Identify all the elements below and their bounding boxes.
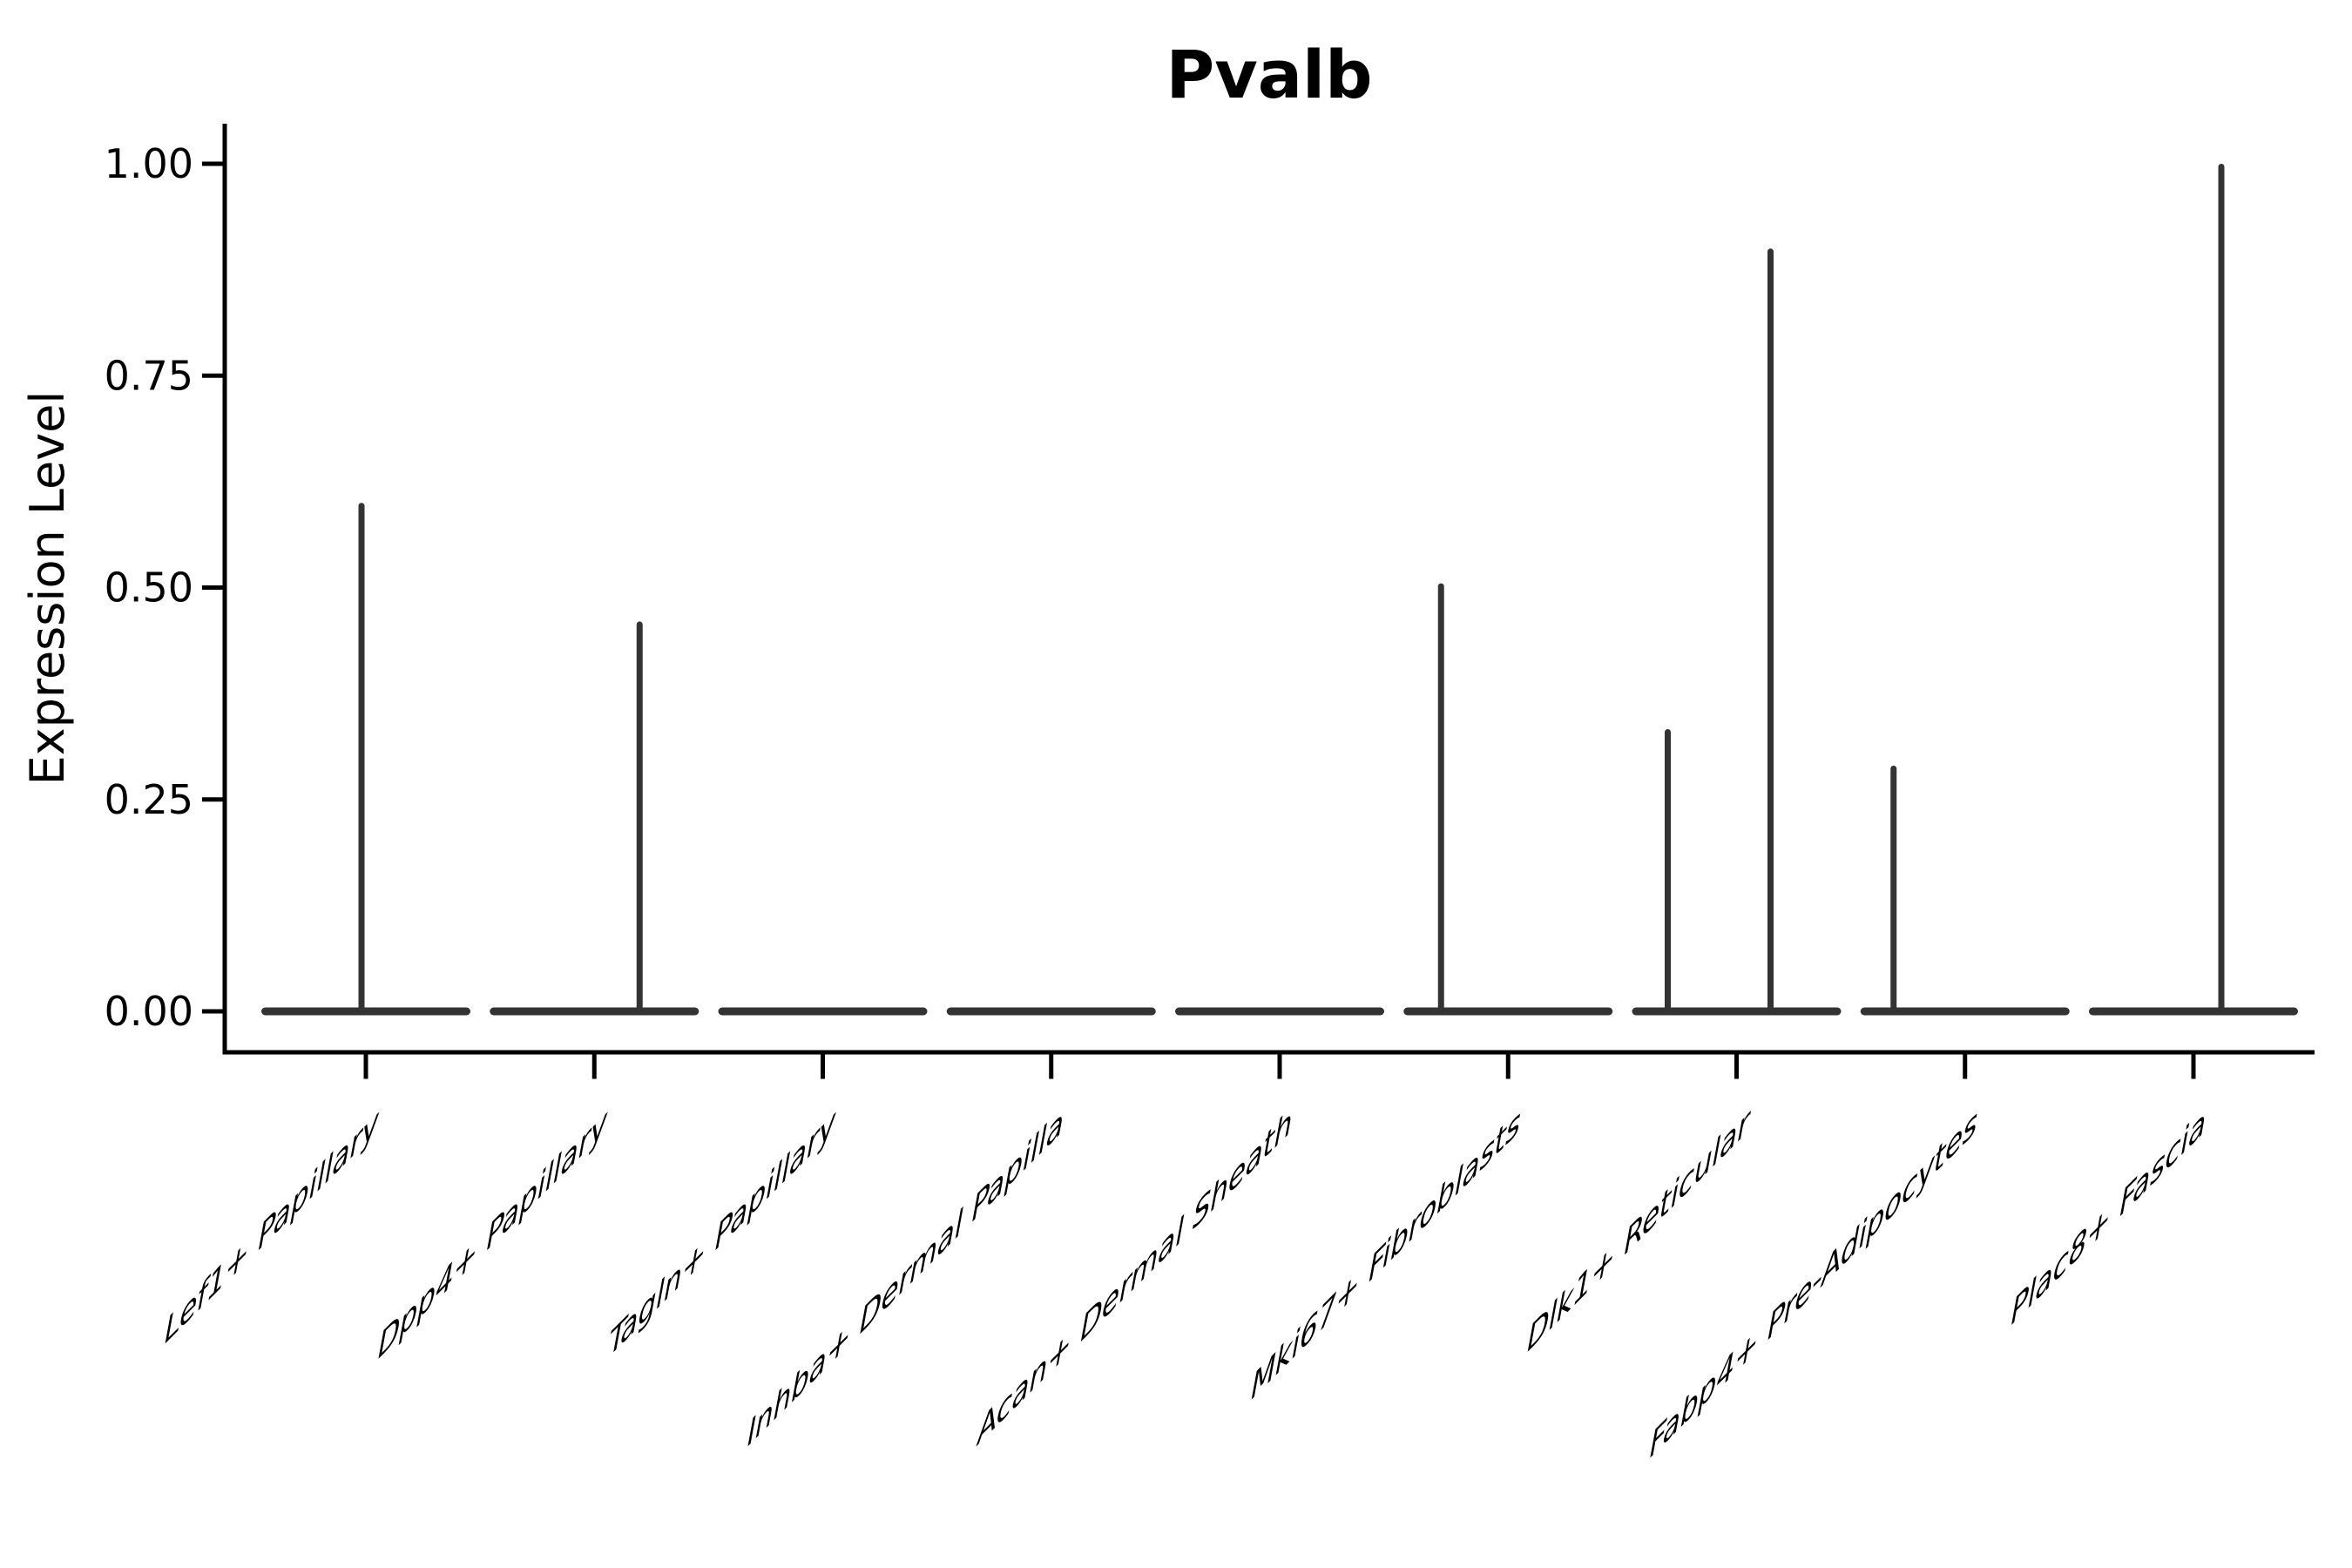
y-tick-label: 0.00 — [105, 988, 193, 1035]
violin-base — [718, 1007, 928, 1016]
violin-base — [2089, 1007, 2298, 1016]
y-tick-label: 0.50 — [105, 564, 193, 612]
y-tick-label: 1.00 — [105, 140, 193, 187]
plot-dynamic-layer: 0.00 0.25 0.50 0.75 1.00 Lef1+ PapillaryDpp4+… — [105, 124, 2315, 1470]
y-axis-title: Expression Level — [20, 391, 75, 786]
y-tick-label: 0.25 — [105, 776, 193, 823]
violin-base — [490, 1007, 700, 1016]
violin-base — [946, 1007, 1156, 1016]
x-tick-label: Tagln+ Papillary — [604, 1096, 840, 1369]
violin-base — [1403, 1007, 1613, 1016]
violin-spike — [1665, 728, 1671, 1016]
x-tick-label: Fabp4+ Pre-Adipocytes — [1646, 1096, 1982, 1470]
x-tick-label: Dpp4+ Papillary — [374, 1096, 612, 1371]
x-tick-label: Mki67+ Fibroblasts — [1247, 1096, 1525, 1412]
violin-spike — [358, 503, 365, 1016]
x-tick-label: Lef1+ Papillary — [160, 1096, 382, 1356]
violin-spike — [636, 621, 643, 1016]
plot-title: Pvalb — [1166, 36, 1373, 113]
x-tick-label: Dlk1+ Reticular — [1524, 1096, 1754, 1364]
violin-base — [1175, 1007, 1384, 1016]
y-tick-label: 0.75 — [105, 352, 193, 399]
violin-base — [261, 1007, 470, 1016]
violin-spike — [1890, 765, 1897, 1016]
violin-spike — [1437, 583, 1444, 1016]
violin-base — [1860, 1007, 2070, 1016]
violin-spike — [1767, 248, 1774, 1016]
violin-base — [1632, 1007, 1842, 1016]
violin-spike — [2218, 164, 2225, 1016]
x-tick-label: Plac8+ Fascia — [2007, 1096, 2211, 1337]
